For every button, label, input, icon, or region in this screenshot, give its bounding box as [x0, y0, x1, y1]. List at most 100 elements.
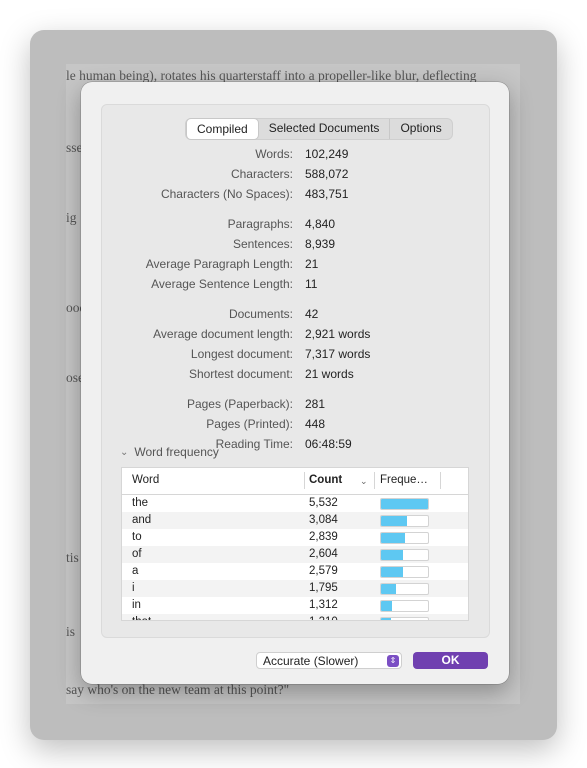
- accuracy-select-value: Accurate (Slower): [263, 654, 359, 668]
- frequency-bar: [380, 549, 429, 561]
- statistics-panel: Compiled Selected Documents Options Word…: [101, 104, 490, 638]
- stat-label: Characters (No Spaces):: [160, 187, 293, 201]
- stat-value: 4,840: [305, 217, 336, 231]
- tab-compiled[interactable]: Compiled: [186, 118, 259, 140]
- table-row[interactable]: i 1,795: [122, 580, 468, 597]
- stat-value: 281: [305, 397, 326, 411]
- stat-row: Average Paragraph Length: 21: [102, 257, 489, 273]
- stat-row: Longest document: 7,317 words: [102, 347, 489, 363]
- stat-row: Words: 102,249: [102, 147, 489, 163]
- frequency-bar: [380, 617, 429, 620]
- column-header-frequency[interactable]: Freque…: [380, 474, 428, 486]
- cell-count: 1,210: [309, 616, 338, 620]
- cell-count: 2,604: [309, 548, 338, 560]
- ok-button[interactable]: OK: [413, 652, 488, 669]
- column-header-count[interactable]: Count: [309, 474, 343, 486]
- cell-word: of: [132, 548, 142, 560]
- stat-row: Pages (Paperback): 281: [102, 397, 489, 413]
- cell-count: 5,532: [309, 497, 338, 509]
- stat-label: Average document length:: [153, 327, 293, 341]
- table-row[interactable]: of 2,604: [122, 546, 468, 563]
- stat-value: 588,072: [305, 167, 349, 181]
- stat-value: 06:48:59: [305, 437, 352, 451]
- stat-label: Pages (Printed):: [206, 417, 293, 431]
- cell-count: 2,579: [309, 565, 338, 577]
- stat-label: Average Paragraph Length:: [145, 257, 293, 271]
- stat-label: Longest document:: [190, 347, 293, 361]
- stat-label: Shortest document:: [188, 367, 293, 381]
- column-separator: [374, 472, 375, 489]
- cell-word: the: [132, 497, 148, 509]
- cell-count: 1,795: [309, 582, 338, 594]
- cell-count: 2,839: [309, 531, 338, 543]
- stat-label: Words:: [255, 147, 293, 161]
- stat-value: 21 words: [305, 367, 354, 381]
- stat-label: Documents:: [228, 307, 293, 321]
- stat-value: 102,249: [305, 147, 349, 161]
- stat-row: Average document length: 2,921 words: [102, 327, 489, 343]
- stat-row: Documents: 42: [102, 307, 489, 323]
- frequency-bar: [380, 498, 429, 510]
- stat-row: Reading Time: 06:48:59: [102, 437, 489, 453]
- table-row[interactable]: to 2,839: [122, 529, 468, 546]
- doc-text-line: ose: [66, 370, 84, 385]
- frequency-bar-fill: [381, 601, 393, 611]
- stat-row: Shortest document: 21 words: [102, 367, 489, 383]
- cell-word: that: [132, 616, 151, 620]
- cell-word: in: [132, 599, 141, 611]
- stat-row: Pages (Printed): 448: [102, 417, 489, 433]
- table-header: Word Count ⌄ Freque…: [122, 468, 468, 495]
- doc-text-line: ig: [66, 210, 77, 225]
- frequency-bar-fill: [381, 499, 428, 509]
- word-frequency-label: Word frequency: [134, 445, 219, 459]
- word-frequency-disclosure[interactable]: ⌄ Word frequency: [120, 445, 219, 459]
- cell-count: 1,312: [309, 599, 338, 611]
- cell-word: to: [132, 531, 142, 543]
- frequency-bar: [380, 583, 429, 595]
- tab-bar: Compiled Selected Documents Options: [185, 118, 453, 140]
- statistics-dialog: Compiled Selected Documents Options Word…: [81, 82, 509, 684]
- accuracy-select[interactable]: Accurate (Slower) ⇕: [256, 652, 402, 669]
- table-row[interactable]: in 1,312: [122, 597, 468, 614]
- table-row[interactable]: and 3,084: [122, 512, 468, 529]
- doc-text-line: tis: [66, 550, 79, 565]
- column-separator: [440, 472, 441, 489]
- table-row[interactable]: the 5,532: [122, 495, 468, 512]
- stat-value: 8,939: [305, 237, 336, 251]
- frequency-bar-fill: [381, 567, 404, 577]
- updown-arrows-icon: ⇕: [387, 655, 399, 667]
- sort-descending-icon[interactable]: ⌄: [360, 476, 368, 486]
- table-row[interactable]: a 2,579: [122, 563, 468, 580]
- stat-row: Characters: 588,072: [102, 167, 489, 183]
- frequency-bar-fill: [381, 533, 405, 543]
- stat-value: 7,317 words: [305, 347, 371, 361]
- stat-label: Characters:: [230, 167, 293, 181]
- frequency-bar-fill: [381, 618, 392, 620]
- stat-label: Average Sentence Length:: [151, 277, 293, 291]
- stat-row: Characters (No Spaces): 483,751: [102, 187, 489, 203]
- stat-row: Average Sentence Length: 11: [102, 277, 489, 293]
- column-separator: [304, 472, 305, 489]
- frequency-bar-fill: [381, 584, 397, 594]
- stat-label: Sentences:: [232, 237, 293, 251]
- frequency-bar: [380, 566, 429, 578]
- cell-count: 3,084: [309, 514, 338, 526]
- stat-label: Pages (Paperback):: [186, 397, 293, 411]
- stat-row: Sentences: 8,939: [102, 237, 489, 253]
- stat-value: 448: [305, 417, 326, 431]
- column-header-word[interactable]: Word: [132, 474, 160, 486]
- stat-value: 42: [305, 307, 319, 321]
- stat-label: Reading Time:: [215, 437, 293, 451]
- stat-value: 2,921 words: [305, 327, 371, 341]
- doc-text-line: say who's on the new team at this point?…: [66, 682, 290, 697]
- doc-text-line: le human being), rotates his quarterstaf…: [66, 68, 477, 83]
- word-frequency-table: Word Count ⌄ Freque… the 5,532 and 3,084 to 2…: [121, 467, 469, 621]
- stat-label: Paragraphs:: [227, 217, 293, 231]
- tab-selected-documents[interactable]: Selected Documents: [259, 119, 391, 139]
- table-row[interactable]: that 1,210: [122, 614, 468, 620]
- tab-options[interactable]: Options: [400, 121, 442, 135]
- doc-text-line: is: [66, 624, 76, 639]
- stat-value: 483,751: [305, 187, 349, 201]
- frequency-bar: [380, 600, 429, 612]
- frequency-bar: [380, 515, 429, 527]
